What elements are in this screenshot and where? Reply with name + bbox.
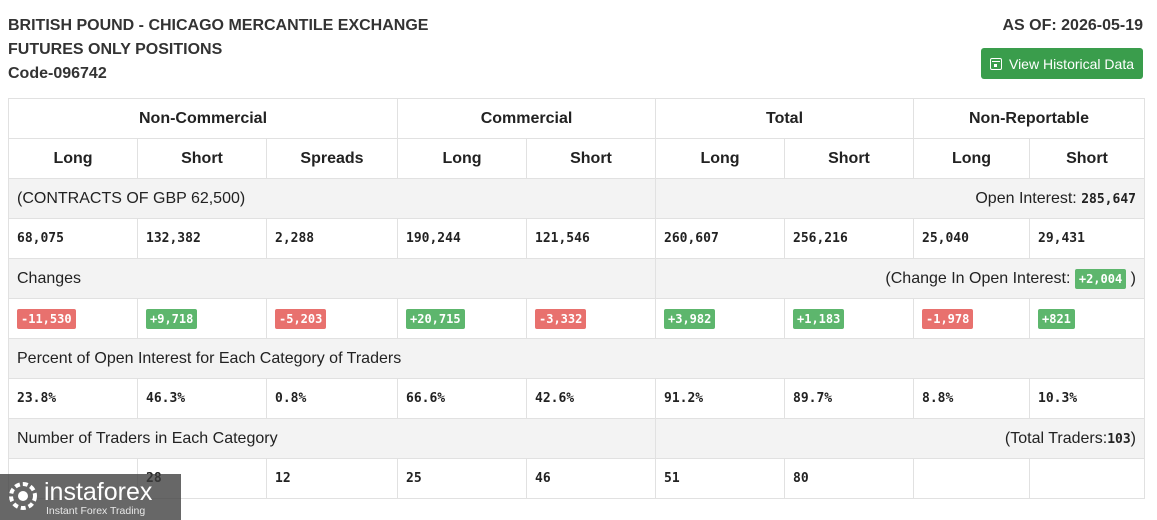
traders-cell: [913, 458, 1030, 499]
contract-code: Code-096742: [8, 65, 107, 82]
subheader-cell: Long: [397, 138, 527, 179]
position-cell: 121,546: [526, 218, 656, 259]
change-cell: -5,203: [266, 298, 398, 339]
traders-cell: 46: [526, 458, 656, 499]
changes-label: Changes: [8, 258, 656, 299]
change-badge: -11,530: [17, 308, 76, 329]
change-badge: -5,203: [275, 308, 327, 329]
group-commercial: Commercial: [397, 98, 656, 139]
open-interest: Open Interest: 285,647: [655, 178, 1145, 219]
subheader-cell: Short: [1029, 138, 1145, 179]
change-oi-badge: +2,004: [1074, 268, 1127, 289]
change-cell: +20,715: [397, 298, 527, 339]
percent-row: 23.8% 46.3% 0.8% 66.6% 42.6% 91.2% 89.7%…: [8, 378, 1145, 419]
position-cell: 260,607: [655, 218, 785, 259]
positions-row: 68,075 132,382 2,288 190,244 121,546 260…: [8, 218, 1145, 259]
percent-cell: 89.7%: [784, 378, 914, 419]
as-of-date: AS OF: 2026-05-19: [1002, 17, 1143, 34]
change-open-interest: (Change In Open Interest: +2,004 ): [655, 258, 1145, 299]
position-cell: 2,288: [266, 218, 398, 259]
percent-cell: 42.6%: [526, 378, 656, 419]
change-oi-prefix: (Change In Open Interest:: [885, 269, 1071, 287]
traders-cell: 12: [266, 458, 398, 499]
percent-cell: 10.3%: [1029, 378, 1145, 419]
percent-cell: 91.2%: [655, 378, 785, 419]
change-cell: -1,978: [913, 298, 1030, 339]
traders-cell: 25: [397, 458, 527, 499]
total-traders-value: 103: [1107, 431, 1131, 447]
position-cell: 256,216: [784, 218, 914, 259]
view-historical-data-label: View Historical Data: [1008, 55, 1134, 72]
position-cell: 68,075: [8, 218, 138, 259]
view-historical-data-button[interactable]: View Historical Data: [981, 48, 1143, 79]
report-title: BRITISH POUND - CHICAGO MERCANTILE EXCHA…: [8, 14, 428, 86]
instaforex-watermark: instaforex Instant Forex Trading: [0, 474, 181, 520]
title-line-2: FUTURES ONLY POSITIONS: [8, 41, 223, 58]
total-traders-suffix: ): [1130, 429, 1136, 447]
total-traders: (Total Traders:103): [655, 418, 1145, 459]
watermark-brand: instaforex: [44, 478, 153, 506]
sub-header-row: Long Short Spreads Long Short Long Short…: [8, 138, 1145, 179]
group-total: Total: [655, 98, 914, 139]
traders-label: Number of Traders in Each Category: [8, 418, 656, 459]
change-badge: +9,718: [146, 308, 198, 329]
percent-cell: 0.8%: [266, 378, 398, 419]
change-cell: +821: [1029, 298, 1145, 339]
percent-label: Percent of Open Interest for Each Catego…: [8, 338, 1145, 379]
group-header-row: Non-Commercial Commercial Total Non-Repo…: [8, 98, 1145, 139]
percent-cell: 8.8%: [913, 378, 1030, 419]
contracts-section-row: (CONTRACTS OF GBP 62,500) Open Interest:…: [8, 178, 1145, 219]
traders-cell: 80: [784, 458, 914, 499]
title-line-1: BRITISH POUND - CHICAGO MERCANTILE EXCHA…: [8, 17, 429, 34]
group-non-commercial: Non-Commercial: [8, 98, 398, 139]
change-badge: -3,332: [535, 308, 587, 329]
subheader-cell: Short: [526, 138, 656, 179]
total-traders-prefix: (Total Traders:: [1004, 429, 1108, 447]
changes-section-row: Changes (Change In Open Interest: +2,004…: [8, 258, 1145, 299]
change-badge: +821: [1038, 308, 1075, 329]
percent-cell: 46.3%: [137, 378, 267, 419]
change-cell: -3,332: [526, 298, 656, 339]
change-cell: +1,183: [784, 298, 914, 339]
open-interest-label: Open Interest:: [975, 189, 1077, 207]
percent-cell: 23.8%: [8, 378, 138, 419]
change-cell: +3,982: [655, 298, 785, 339]
contracts-label: (CONTRACTS OF GBP 62,500): [8, 178, 656, 219]
change-badge: +1,183: [793, 308, 845, 329]
open-interest-value: 285,647: [1081, 191, 1136, 207]
subheader-cell: Short: [784, 138, 914, 179]
cot-positions-table: Non-Commercial Commercial Total Non-Repo…: [8, 98, 1145, 499]
percent-section-row: Percent of Open Interest for Each Catego…: [8, 338, 1145, 379]
change-badge: -1,978: [922, 308, 974, 329]
subheader-cell: Short: [137, 138, 267, 179]
subheader-cell: Long: [913, 138, 1030, 179]
position-cell: 25,040: [913, 218, 1030, 259]
change-badge: +3,982: [664, 308, 716, 329]
traders-section-row: Number of Traders in Each Category (Tota…: [8, 418, 1145, 459]
instaforex-logo-icon: [9, 482, 37, 510]
traders-row: 28 12 25 46 51 80: [8, 458, 1145, 499]
change-cell: -11,530: [8, 298, 138, 339]
change-badge: +20,715: [406, 308, 465, 329]
subheader-cell: Spreads: [266, 138, 398, 179]
position-cell: 29,431: [1029, 218, 1145, 259]
position-cell: 190,244: [397, 218, 527, 259]
traders-cell: 51: [655, 458, 785, 499]
group-non-reportable: Non-Reportable: [913, 98, 1145, 139]
subheader-cell: Long: [655, 138, 785, 179]
traders-cell: [1029, 458, 1145, 499]
calendar-icon: [989, 57, 1002, 70]
change-oi-suffix: ): [1130, 269, 1136, 287]
changes-row: -11,530 +9,718 -5,203 +20,715 -3,332 +3,…: [8, 298, 1145, 339]
percent-cell: 66.6%: [397, 378, 527, 419]
watermark-tagline: Instant Forex Trading: [46, 505, 146, 517]
position-cell: 132,382: [137, 218, 267, 259]
subheader-cell: Long: [8, 138, 138, 179]
change-cell: +9,718: [137, 298, 267, 339]
